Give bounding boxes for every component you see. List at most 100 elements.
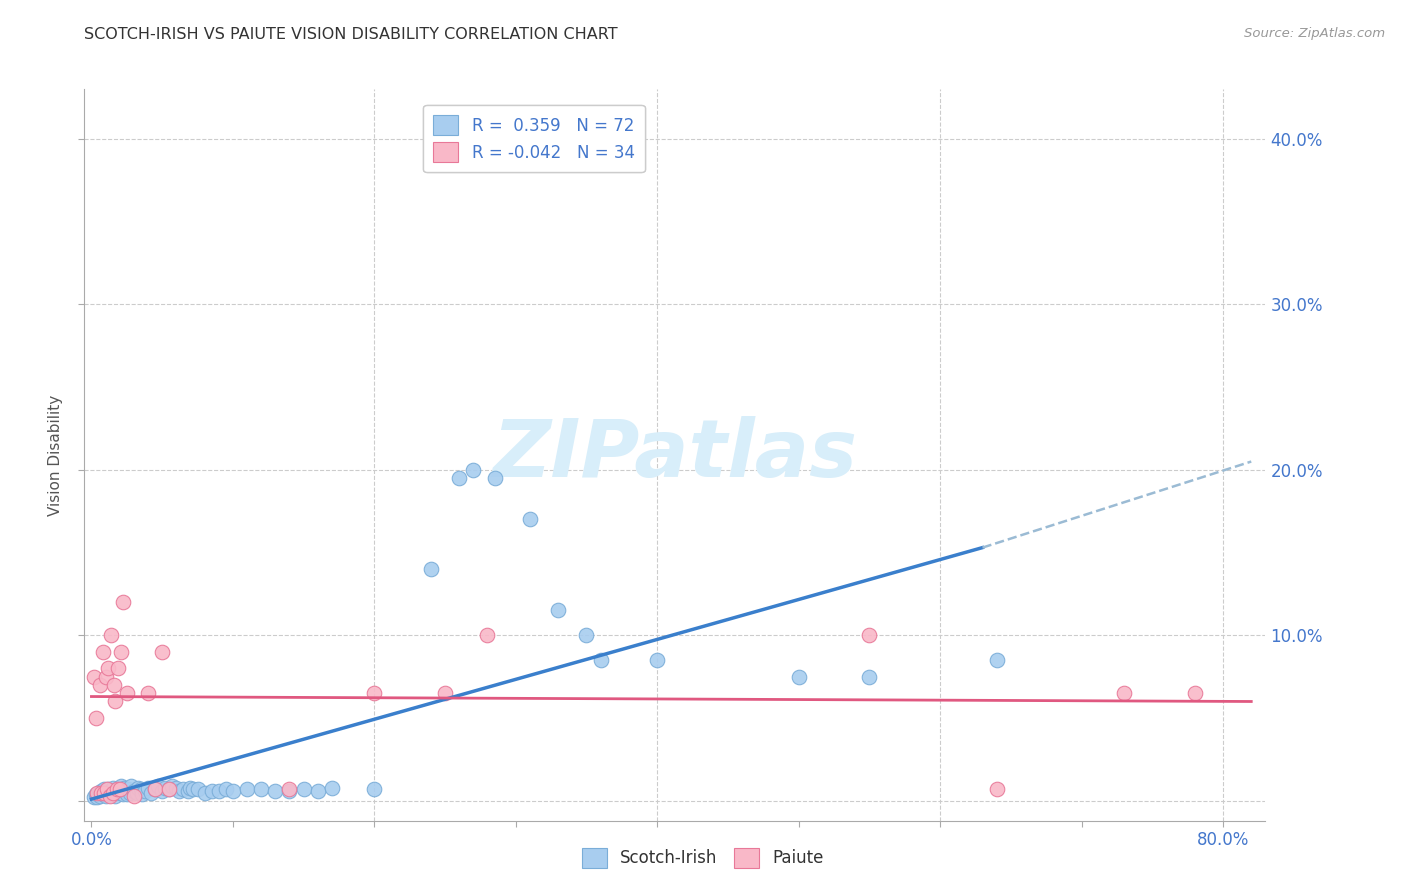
Point: [97, 782, 120, 797]
Point: [143, 782, 166, 797]
Y-axis label: Vision Disability: Vision Disability: [48, 394, 63, 516]
Point: [136, 780, 159, 795]
Point: [484, 471, 506, 485]
Point: [547, 603, 569, 617]
Point: [278, 784, 301, 798]
Point: [100, 784, 122, 798]
Point: [97, 661, 120, 675]
Point: [131, 787, 153, 801]
Point: [201, 784, 224, 798]
Point: [157, 782, 180, 797]
Point: [104, 789, 127, 803]
Point: [463, 463, 485, 477]
Point: [86, 790, 108, 805]
Point: [645, 653, 668, 667]
Point: [157, 782, 180, 797]
Point: [146, 779, 169, 793]
Point: [787, 670, 810, 684]
Point: [264, 784, 287, 798]
Point: [87, 785, 110, 799]
Point: [110, 779, 132, 793]
Point: [94, 789, 117, 803]
Point: [215, 782, 238, 797]
Point: [167, 784, 190, 798]
Point: [986, 653, 1008, 667]
Point: [250, 782, 273, 797]
Point: [236, 782, 259, 797]
Point: [208, 784, 231, 798]
Point: [108, 782, 131, 797]
Point: [104, 694, 127, 708]
Point: [143, 782, 166, 797]
Point: [125, 785, 148, 799]
Point: [101, 780, 124, 795]
Point: [103, 678, 125, 692]
Point: [120, 779, 142, 793]
Point: [179, 780, 201, 795]
Point: [449, 471, 471, 485]
Point: [575, 628, 598, 642]
Point: [321, 780, 343, 795]
Point: [858, 628, 880, 642]
Text: SCOTCH-IRISH VS PAIUTE VISION DISABILITY CORRELATION CHART: SCOTCH-IRISH VS PAIUTE VISION DISABILITY…: [84, 27, 619, 42]
Point: [172, 782, 194, 797]
Point: [89, 678, 111, 692]
Point: [114, 784, 136, 798]
Point: [105, 782, 128, 797]
Point: [419, 562, 441, 576]
Point: [83, 790, 105, 805]
Point: [93, 782, 115, 797]
Point: [98, 787, 121, 801]
Point: [986, 782, 1008, 797]
Text: ZIPatlas: ZIPatlas: [492, 416, 858, 494]
Point: [110, 645, 132, 659]
Point: [117, 782, 139, 797]
Point: [96, 785, 118, 799]
Point: [83, 670, 105, 684]
Point: [176, 784, 198, 798]
Point: [165, 780, 187, 795]
Point: [127, 780, 149, 795]
Point: [115, 686, 138, 700]
Point: [112, 780, 135, 795]
Point: [150, 645, 173, 659]
Point: [122, 789, 145, 803]
Point: [363, 686, 385, 700]
Point: [84, 711, 107, 725]
Point: [307, 784, 329, 798]
Point: [86, 785, 108, 799]
Point: [160, 779, 183, 793]
Point: [115, 787, 138, 801]
Point: [194, 785, 217, 799]
Point: [105, 782, 128, 797]
Point: [434, 686, 457, 700]
Point: [98, 789, 121, 803]
Point: [519, 512, 541, 526]
Point: [91, 787, 114, 801]
Point: [292, 782, 315, 797]
Point: [136, 686, 159, 700]
Point: [129, 782, 152, 797]
Point: [100, 628, 122, 642]
Point: [93, 785, 115, 799]
Point: [107, 661, 129, 675]
Point: [589, 653, 612, 667]
Point: [111, 787, 134, 801]
Point: [84, 787, 107, 801]
Point: [111, 595, 134, 609]
Point: [103, 785, 125, 799]
Point: [1112, 686, 1135, 700]
Point: [278, 782, 301, 797]
Point: [477, 628, 499, 642]
Point: [122, 784, 145, 798]
Legend: Scotch-Irish, Paiute: Scotch-Irish, Paiute: [575, 841, 831, 875]
Point: [363, 782, 385, 797]
Point: [108, 785, 131, 799]
Point: [186, 782, 208, 797]
Point: [91, 645, 114, 659]
Point: [134, 784, 156, 798]
Legend: R =  0.359   N = 72, R = -0.042   N = 34: R = 0.359 N = 72, R = -0.042 N = 34: [423, 105, 645, 172]
Point: [90, 785, 112, 799]
Point: [96, 782, 118, 797]
Point: [858, 670, 880, 684]
